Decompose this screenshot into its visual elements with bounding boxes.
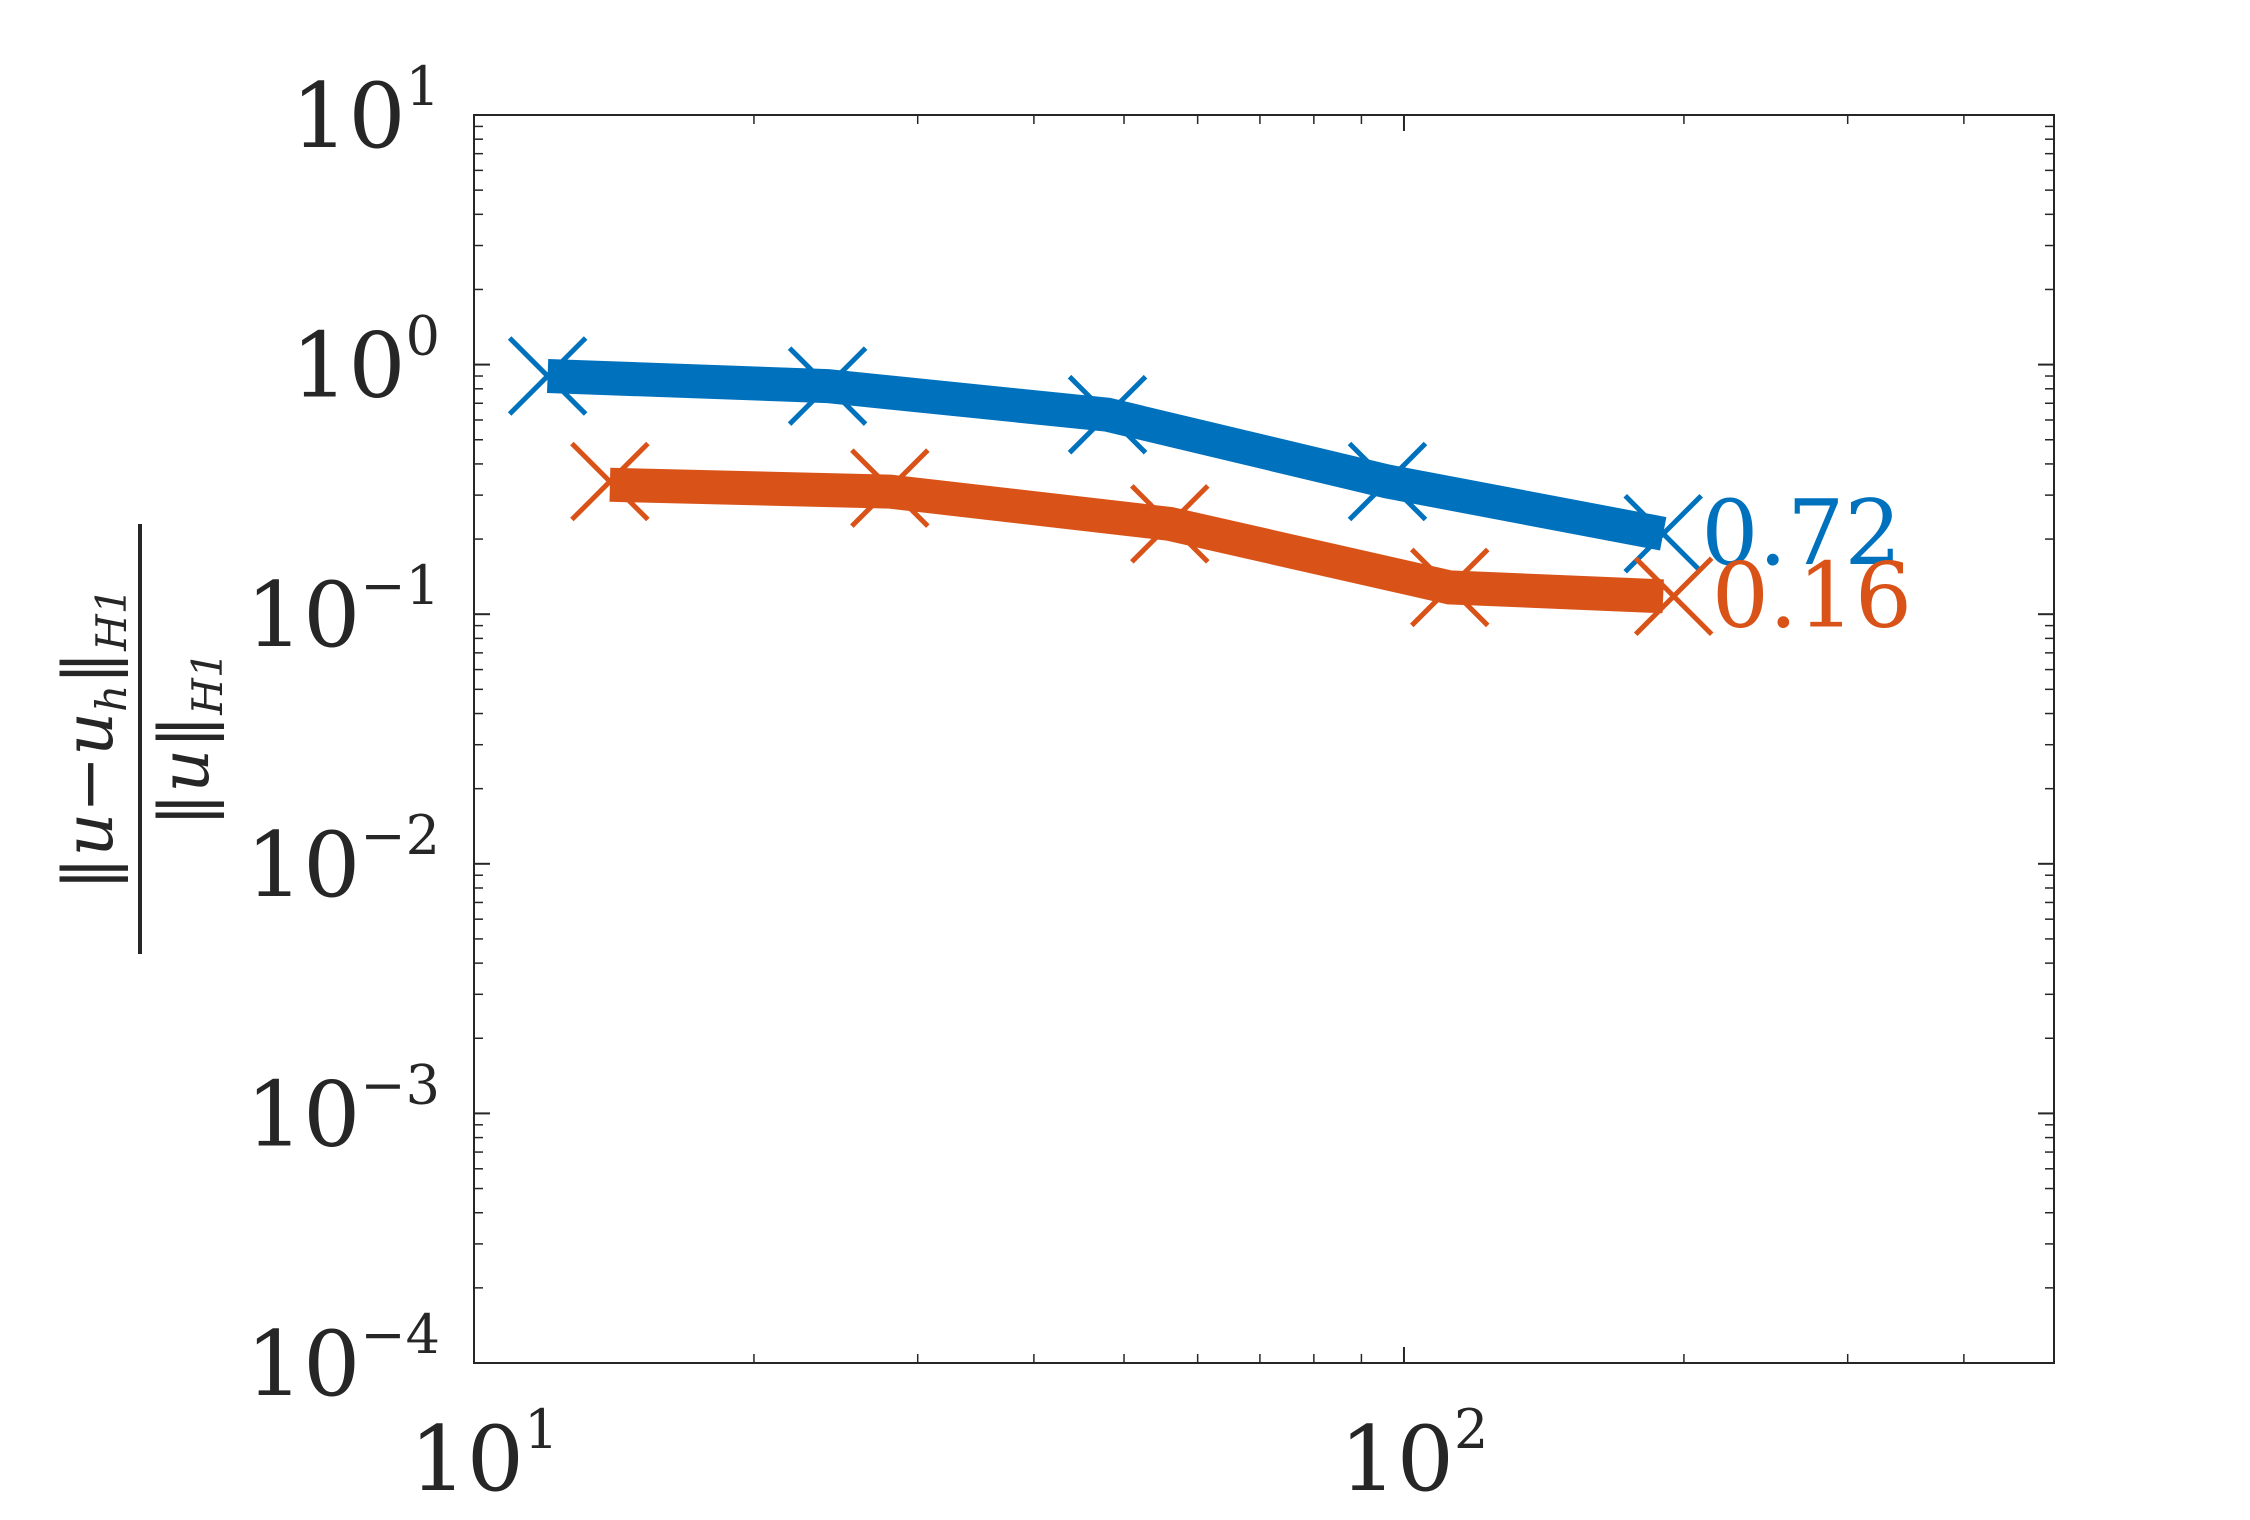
plot-background: [474, 115, 2054, 1363]
data-point-marker: [1130, 484, 1210, 564]
y-axis-label-numerator: ‖u−uh‖H1: [50, 588, 136, 891]
slope-annotation: 0.16: [1712, 543, 1912, 648]
x-tick-label: 102: [1340, 1398, 1489, 1512]
data-point-marker: [850, 448, 930, 528]
y-tick-label: 100: [291, 305, 440, 419]
y-axis-label-denominator: ‖u‖H1: [146, 651, 232, 826]
data-point-marker: [787, 346, 868, 426]
x-tick-label: 101: [410, 1398, 559, 1512]
y-tick-label: 10−1: [246, 554, 440, 668]
slope-annotation: 0.72: [1701, 481, 1901, 586]
y-tick-label: 10−4: [246, 1303, 440, 1417]
data-point-marker: [1347, 441, 1428, 522]
data-point-marker: [1633, 556, 1714, 637]
tick-labels: 101 102 101 100 10−1 10−2 10−3 10−4: [246, 55, 1489, 1512]
data-point-marker: [507, 336, 588, 416]
data-point-marker: [1067, 374, 1148, 455]
y-tick-label: 10−2: [246, 804, 440, 918]
series-layer: 0.720.16: [507, 336, 1912, 648]
data-point-marker: [570, 441, 650, 522]
series-1: 0.72: [507, 336, 1902, 586]
minor-ticks: [474, 115, 2054, 1363]
series-2: 0.16: [570, 441, 1912, 648]
y-tick-label: 10−3: [246, 1053, 440, 1167]
y-tick-label: 101: [291, 55, 440, 169]
plot-frame: [473, 114, 2055, 1364]
data-point-marker: [1409, 547, 1490, 628]
y-axis-label: ‖u−uh‖H1 ‖u‖H1: [50, 524, 232, 954]
